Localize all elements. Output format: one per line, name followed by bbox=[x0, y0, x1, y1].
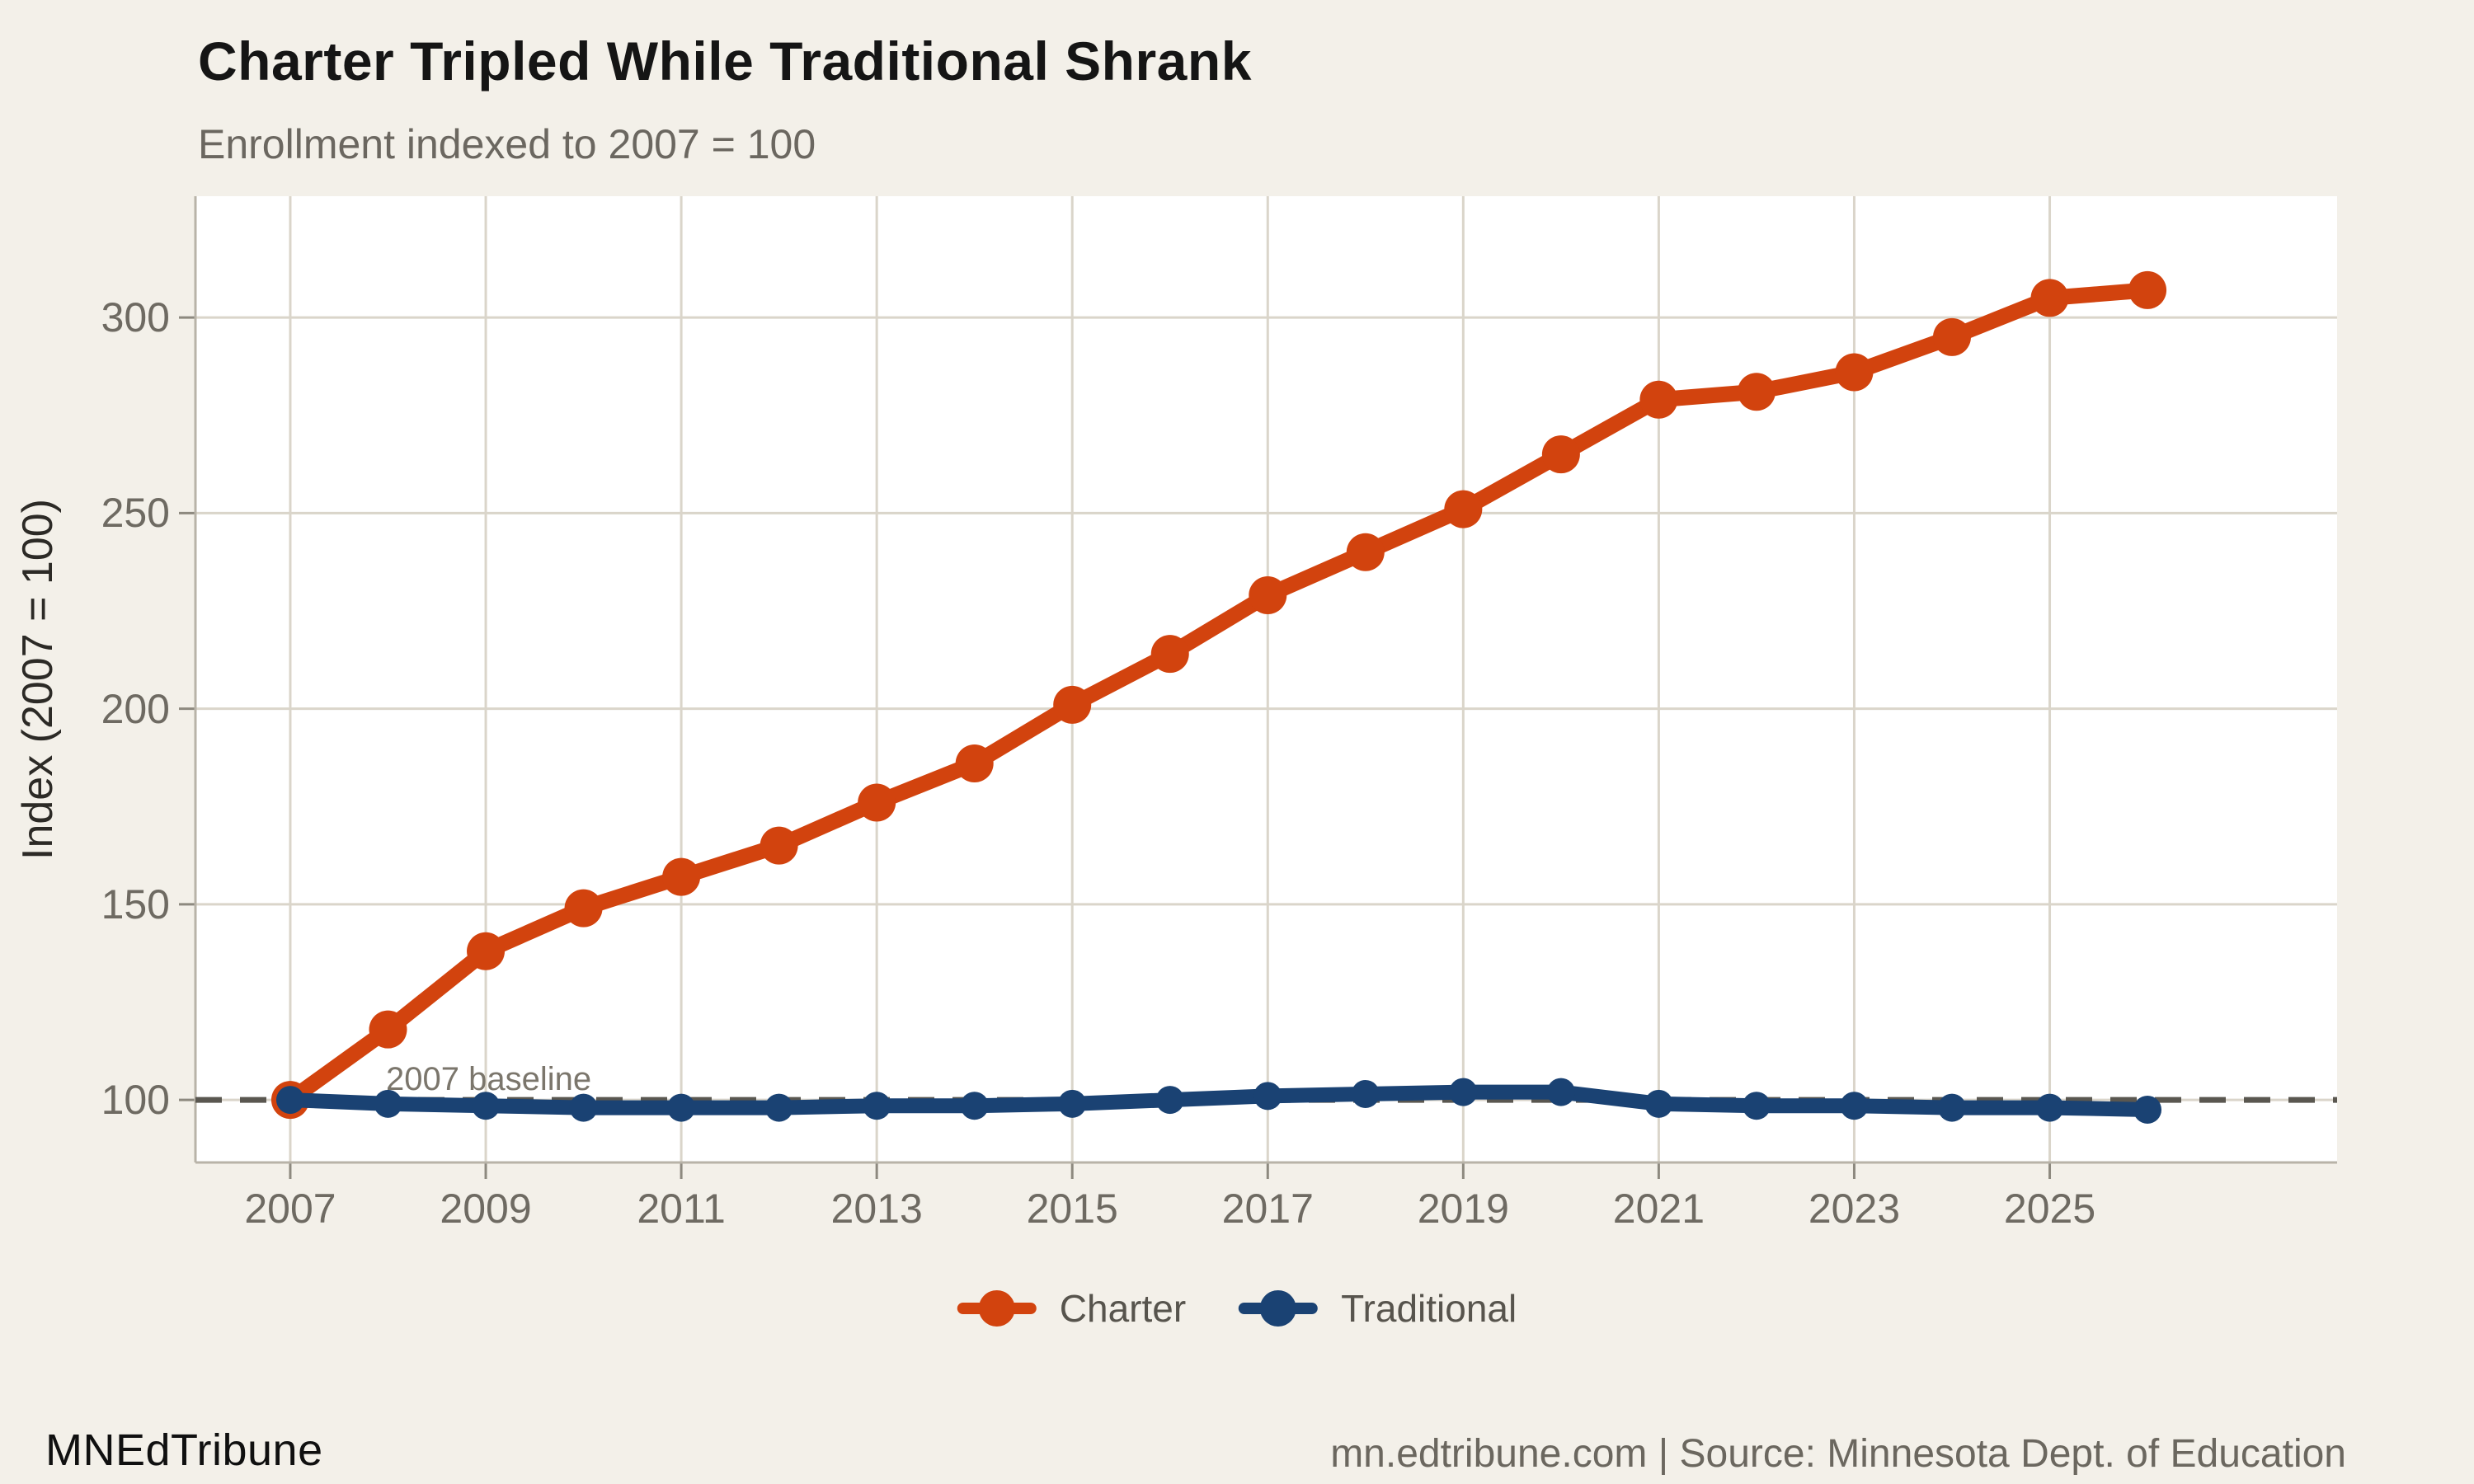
footer-source: mn.edtribune.com | Source: Minnesota Dep… bbox=[1330, 1432, 2346, 1476]
data-point-charter bbox=[858, 783, 896, 822]
data-point-charter bbox=[1737, 373, 1776, 411]
data-point-traditional bbox=[2133, 1095, 2162, 1124]
legend-dot-icon bbox=[1260, 1290, 1297, 1327]
data-point-traditional bbox=[1351, 1079, 1380, 1108]
data-point-traditional bbox=[1644, 1089, 1673, 1118]
data-point-charter bbox=[1835, 353, 1874, 392]
data-point-traditional bbox=[472, 1092, 501, 1120]
plot-panel bbox=[195, 196, 2337, 1162]
data-point-traditional bbox=[1058, 1089, 1087, 1118]
data-point-traditional bbox=[1253, 1082, 1282, 1111]
data-point-charter bbox=[662, 857, 701, 896]
data-point-charter bbox=[1541, 435, 1580, 474]
data-point-charter bbox=[1150, 635, 1189, 674]
data-point-traditional bbox=[1155, 1086, 1184, 1115]
legend: Charter Traditional bbox=[957, 1286, 1517, 1331]
data-point-traditional bbox=[863, 1092, 891, 1120]
data-point-traditional bbox=[275, 1086, 304, 1115]
chart-title: Charter Tripled While Traditional Shrank bbox=[198, 31, 1252, 92]
data-point-traditional bbox=[374, 1089, 402, 1118]
legend-label: Charter bbox=[1059, 1287, 1187, 1330]
series-line-traditional bbox=[282, 1084, 2156, 1117]
data-point-charter bbox=[1444, 490, 1483, 528]
data-point-charter bbox=[760, 826, 798, 865]
data-point-charter bbox=[955, 744, 994, 783]
data-point-traditional bbox=[1546, 1078, 1575, 1106]
chart-subtitle: Enrollment indexed to 2007 = 100 bbox=[198, 121, 816, 167]
data-point-traditional bbox=[1742, 1092, 1771, 1120]
data-point-traditional bbox=[1937, 1093, 1966, 1122]
data-point-traditional bbox=[1449, 1078, 1478, 1106]
data-point-traditional bbox=[667, 1093, 696, 1122]
baseline-annotation: 2007 baseline bbox=[386, 1061, 592, 1097]
data-point-charter bbox=[2128, 270, 2167, 309]
data-point-traditional bbox=[2035, 1093, 2064, 1122]
data-point-charter bbox=[1053, 685, 1092, 724]
legend-item-charter: Charter bbox=[957, 1286, 1186, 1331]
data-point-charter bbox=[1346, 533, 1385, 571]
data-point-traditional bbox=[960, 1092, 989, 1120]
data-point-charter bbox=[564, 889, 603, 928]
footer-brand: MNEdTribune bbox=[45, 1425, 323, 1475]
legend-item-traditional: Traditional bbox=[1239, 1286, 1517, 1331]
data-point-charter bbox=[1932, 317, 1971, 356]
data-point-traditional bbox=[569, 1093, 598, 1122]
data-point-charter bbox=[467, 932, 506, 970]
data-point-charter bbox=[1639, 380, 1678, 419]
data-point-charter bbox=[369, 1010, 407, 1049]
data-point-traditional bbox=[1840, 1092, 1869, 1120]
legend-dot-icon bbox=[978, 1290, 1015, 1327]
y-axis-title: Index (2007 = 100) bbox=[14, 499, 62, 860]
data-point-traditional bbox=[764, 1093, 793, 1122]
legend-marker-icon bbox=[957, 1290, 1037, 1327]
legend-marker-icon bbox=[1239, 1290, 1319, 1327]
legend-label: Traditional bbox=[1341, 1287, 1517, 1330]
data-point-charter bbox=[2030, 279, 2069, 317]
data-point-charter bbox=[1249, 575, 1287, 614]
